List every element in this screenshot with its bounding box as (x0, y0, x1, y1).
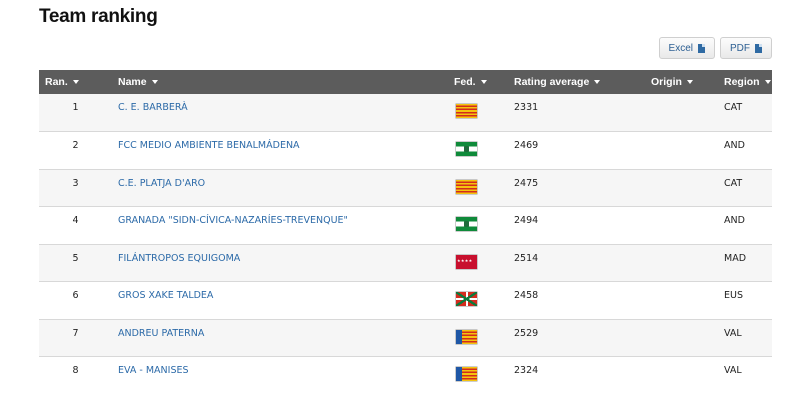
team-name-link[interactable]: FILÁNTROPOS EQUIGOMA (118, 252, 241, 264)
sort-caret-icon (686, 80, 693, 85)
sort-caret-icon (480, 80, 487, 85)
rating-cell: 2458 (514, 290, 539, 301)
rank-cell: 7 (72, 327, 79, 339)
sort-caret-icon (594, 80, 601, 85)
column-header-label: Region (724, 76, 760, 88)
origin-cell (651, 319, 724, 357)
file-icon (755, 43, 762, 53)
column-header-name[interactable]: Name (112, 70, 454, 94)
andalusia-flag-icon (456, 217, 477, 231)
table-row: 3 C.E. PLATJA D'ARO 2475 CAT (39, 169, 772, 207)
region-cell: AND (724, 215, 745, 226)
region-cell: CAT (724, 177, 743, 189)
region-cell: VAL (724, 365, 742, 376)
column-header-label: Name (118, 76, 147, 88)
column-header-origin[interactable]: Origin (651, 70, 724, 94)
sort-caret-icon (764, 80, 771, 85)
rating-cell: 2475 (514, 177, 539, 189)
origin-cell (651, 207, 724, 245)
catalonia-flag-icon (456, 179, 477, 194)
column-header-rating[interactable]: Rating average (514, 70, 651, 94)
catalonia-flag-icon (456, 104, 477, 118)
team-name-link[interactable]: GRANADA "SIDN-CÍVICA-NAZARÍES-TREVENQUE" (118, 215, 348, 226)
excel-export-button[interactable]: Excel (658, 37, 715, 59)
column-header-region[interactable]: Region (724, 70, 772, 94)
region-cell: EUS (724, 290, 743, 301)
pdf-export-button[interactable]: PDF (720, 37, 772, 59)
team-name-link[interactable]: GROS XAKE TALDEA (118, 290, 214, 301)
valencia-flag-icon (456, 329, 477, 344)
column-header-label: Origin (651, 76, 682, 88)
table-row: 7 ANDREU PATERNA 2529 VAL (39, 319, 772, 357)
column-header-rank[interactable]: Ran. (39, 70, 112, 94)
rating-cell: 2529 (514, 327, 539, 339)
region-cell: VAL (724, 327, 742, 339)
sort-caret-icon (151, 80, 158, 85)
rank-cell: 3 (72, 177, 79, 189)
rank-cell: 2 (72, 140, 79, 151)
team-name-link[interactable]: FCC MEDIO AMBIENTE BENALMÁDENA (118, 140, 300, 151)
region-cell: MAD (724, 252, 747, 264)
rating-cell: 2331 (514, 102, 539, 113)
column-header-label: Ran. (45, 76, 68, 88)
origin-cell (651, 169, 724, 207)
rating-cell: 2494 (514, 215, 539, 226)
rank-cell: 4 (72, 215, 79, 226)
table-header-row: Ran. Name Fed. Rating average Origin Reg… (39, 70, 772, 94)
rank-cell: 8 (72, 365, 79, 376)
origin-cell (651, 282, 724, 320)
rank-cell: 5 (72, 252, 79, 264)
origin-cell (651, 357, 724, 395)
column-header-label: Rating average (514, 76, 590, 88)
table-row: 2 FCC MEDIO AMBIENTE BENALMÁDENA 2469 AN… (39, 132, 772, 170)
sort-caret-icon (72, 80, 79, 85)
basque-flag-icon (456, 292, 477, 306)
column-header-fed[interactable]: Fed. (454, 70, 514, 94)
team-name-link[interactable]: ANDREU PATERNA (118, 327, 205, 339)
region-cell: AND (724, 140, 745, 151)
valencia-flag-icon (456, 367, 477, 381)
rating-cell: 2469 (514, 140, 539, 151)
table-row: 8 EVA - MANISES 2324 VAL (39, 356, 772, 395)
rank-cell: 6 (72, 290, 79, 301)
table-row: 5 FILÁNTROPOS EQUIGOMA 2514 MAD (39, 244, 772, 282)
team-name-link[interactable]: EVA - MANISES (118, 365, 189, 376)
madrid-flag-icon (456, 254, 477, 269)
page-title: Team ranking (39, 6, 158, 27)
origin-cell (651, 132, 724, 170)
rating-cell: 2514 (514, 252, 539, 264)
excel-button-label: Excel (668, 42, 693, 54)
origin-cell (651, 94, 724, 132)
team-name-link[interactable]: C.E. PLATJA D'ARO (118, 177, 206, 189)
table-row: 4 GRANADA "SIDN-CÍVICA-NAZARÍES-TREVENQU… (39, 207, 772, 245)
region-cell: CAT (724, 102, 743, 113)
andalusia-flag-icon (456, 142, 477, 156)
column-header-label: Fed. (454, 76, 476, 88)
table-row: 6 GROS XAKE TALDEA 2458 EUS (39, 282, 772, 320)
team-name-link[interactable]: C. E. BARBERÀ (118, 102, 188, 113)
pdf-button-label: PDF (730, 42, 750, 54)
export-buttons: Excel PDF (658, 37, 772, 59)
table-row: 1 C. E. BARBERÀ 2331 CAT (39, 94, 772, 132)
origin-cell (651, 244, 724, 282)
team-ranking-table: Ran. Name Fed. Rating average Origin Reg… (39, 70, 772, 394)
rating-cell: 2324 (514, 365, 539, 376)
rank-cell: 1 (72, 102, 79, 113)
file-icon (698, 43, 705, 53)
